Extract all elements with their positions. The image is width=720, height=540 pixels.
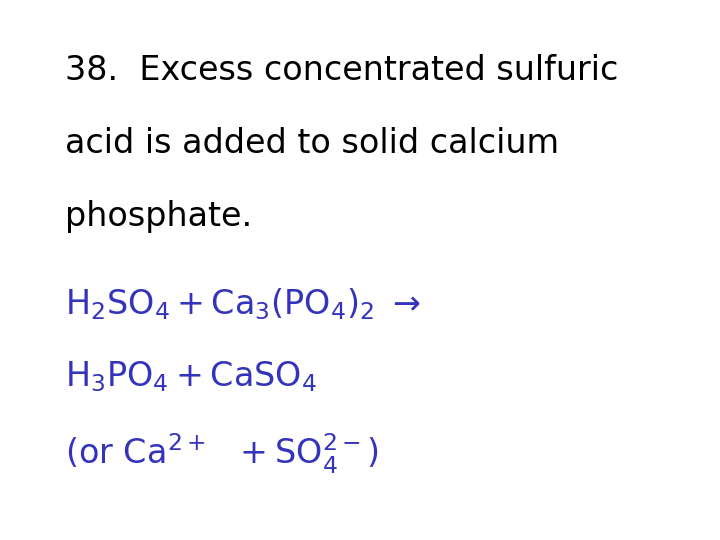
Text: 38.  Excess concentrated sulfuric: 38. Excess concentrated sulfuric <box>65 54 618 87</box>
Text: $\mathregular{H_2SO_4 + Ca_3(PO_4)_2}$ $\mathregular{\rightarrow}$: $\mathregular{H_2SO_4 + Ca_3(PO_4)_2}$ $… <box>65 286 420 322</box>
Text: $\mathregular{(or\ Ca^{2+}\ \ + SO_4^{2-})}$: $\mathregular{(or\ Ca^{2+}\ \ + SO_4^{2-… <box>65 432 379 476</box>
Text: phosphate.: phosphate. <box>65 200 252 233</box>
Text: acid is added to solid calcium: acid is added to solid calcium <box>65 127 559 160</box>
Text: $\mathregular{H_3PO_4 + CaSO_4}$: $\mathregular{H_3PO_4 + CaSO_4}$ <box>65 359 317 394</box>
